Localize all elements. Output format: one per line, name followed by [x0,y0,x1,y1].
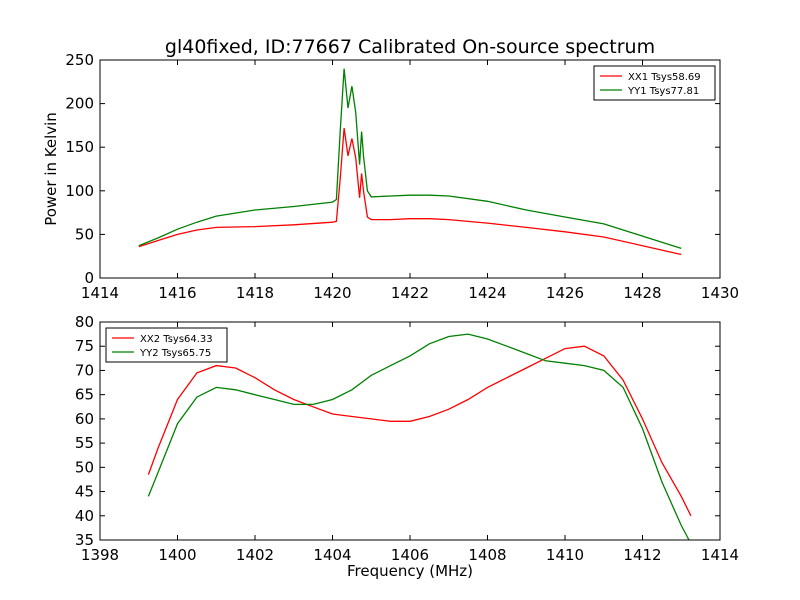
x-tick-label: 1418 [236,284,274,302]
y-tick-label: 100 [65,182,94,200]
series-line-yy1 [138,68,682,250]
y-tick-label: 60 [75,410,94,428]
bottom-plot-panel: 1398 1400 1402 1404 1406 1408 1410 1412 1414 35 40… [75,313,739,580]
x-tick-label: 1402 [236,546,274,564]
x-tick-label: 1410 [546,546,584,564]
top-plot-panel: 1414 1416 1418 1420 1422 1424 1426 1428 1430 0 50 1… [42,51,739,302]
y-tick-label: 50 [75,458,94,476]
x-tick-label: 1398 [81,546,119,564]
legend-entry: YY1 Tsys77.81 [627,86,699,97]
series-line-yy2 [147,333,690,540]
legend-entry: XX1 Tsys58.69 [628,72,701,83]
y-tick-label: 55 [75,434,94,452]
x-tick-label: 1414 [701,546,739,564]
legend-entry: XX2 Tsys64.33 [140,334,213,345]
y-tick-label: 75 [75,337,94,355]
legend-box [593,65,716,101]
x-tick-label: 1414 [81,284,119,302]
x-tick-label: 1408 [468,546,506,564]
y-tick-label: 70 [75,361,94,379]
x-tick-label: 1428 [623,284,661,302]
y-tick-label: 35 [75,531,94,549]
figure-title: gl40fixed, ID:77667 Calibrated On-source… [165,36,655,58]
legend: XX2 Tsys64.33 YY2 Tsys65.75 [105,327,228,363]
y-tick-label: 150 [65,138,94,156]
x-tick-label: 1430 [701,284,739,302]
y-tick-label: 80 [75,313,94,331]
y-axis-label: Power in Kelvin [42,112,60,226]
x-tick-label: 1424 [468,284,506,302]
x-tick-label: 1400 [158,546,196,564]
x-tick-label: 1422 [391,284,429,302]
y-tick-label: 45 [75,483,94,501]
series-line-xx1 [138,127,682,256]
x-tick-label: 1420 [313,284,351,302]
legend: XX1 Tsys58.69 YY1 Tsys77.81 [593,65,716,101]
y-tick-label: 40 [75,507,94,525]
x-tick-label: 1416 [158,284,196,302]
legend-box [105,327,228,363]
x-tick-label: 1404 [313,546,351,564]
x-axis-label: Frequency (MHz) [347,562,473,580]
y-tick-label: 0 [84,269,94,287]
series-line-xx2 [147,345,692,517]
y-tick-label: 250 [65,51,94,69]
x-tick-label: 1412 [623,546,661,564]
y-tick-label: 200 [65,95,94,113]
y-tick-label: 65 [75,386,94,404]
x-tick-label: 1406 [391,546,429,564]
y-tick-label: 50 [75,225,94,243]
legend-entry: YY2 Tsys65.75 [139,348,211,359]
x-tick-label: 1426 [546,284,584,302]
